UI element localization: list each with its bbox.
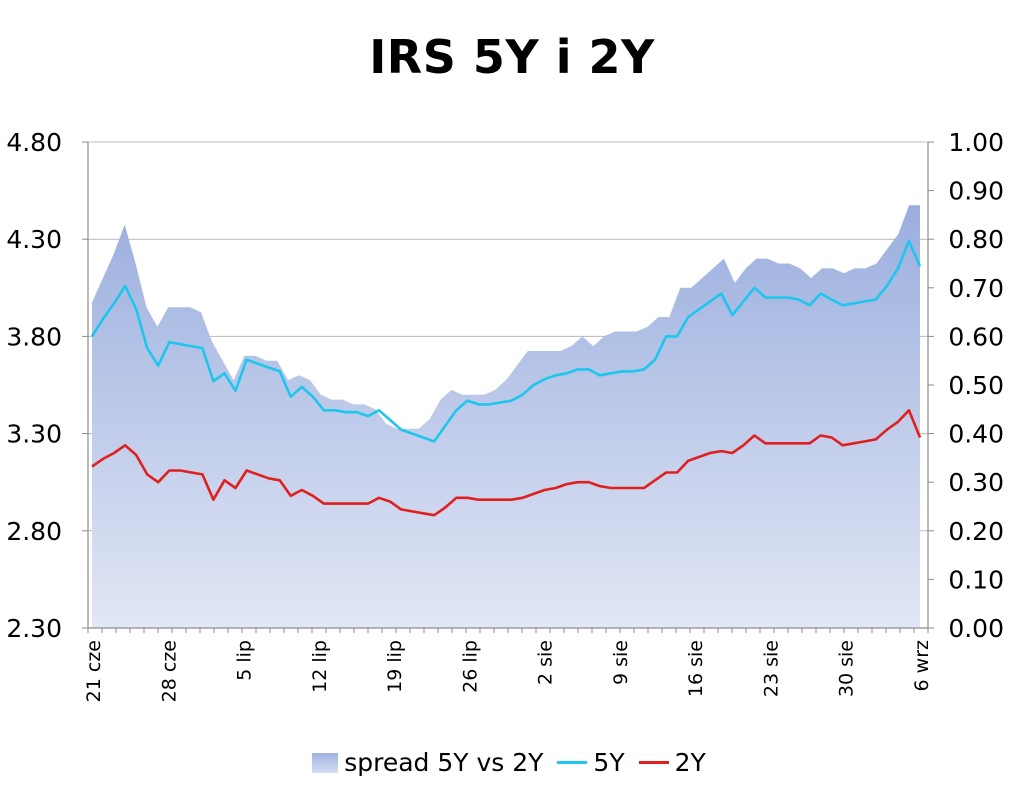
right-tick-label: 0.30 [948,468,1004,497]
x-tick-label: 19 lip [384,640,406,693]
chart-title: IRS 5Y i 2Y [369,30,655,84]
series-line-2y [91,408,922,517]
spread-area-layer [92,205,920,628]
legend-item-2y: 2Y [638,748,706,777]
legend-swatch-spread [312,752,339,773]
x-tick-label: 23 sie [761,640,783,697]
left-tick-label: 3.80 [6,322,62,351]
right-tick-label: 0.60 [948,322,1004,351]
legend-label-5y: 5Y [593,748,625,777]
legend-item-5y: 5Y [557,748,625,777]
right-tick-label: 0.70 [948,274,1004,303]
x-tick-label: 26 lip [459,640,481,693]
legend-swatch-5y [557,761,588,764]
x-tick-label: 5 lip [234,640,256,681]
x-tick-label: 28 cze [158,640,180,702]
right-tick-label: 0.80 [948,225,1004,254]
right-tick-label: 0.40 [948,420,1004,449]
right-tick-label: 0.00 [948,614,1004,643]
x-tick-label: 21 cze [83,640,105,702]
left-tick-label: 2.30 [6,614,62,643]
right-tick-label: 0.50 [948,371,1004,400]
right-tick-label: 0.90 [948,177,1004,206]
line-layer [90,239,922,517]
legend-swatch-2y [638,761,669,764]
legend-label-2y: 2Y [674,748,706,777]
right-tick-label: 0.10 [948,565,1004,594]
x-tick-label: 6 wrz [911,640,933,691]
series-line-5y [90,239,922,443]
right-tick-label: 1.00 [948,128,1004,157]
x-tick-label: 9 sie [610,640,632,685]
left-tick-label: 3.30 [6,420,62,449]
spread-area [92,205,920,628]
legend-item-spread: spread 5Y vs 2Y [312,748,543,777]
left-tick-label: 4.80 [6,128,62,157]
x-tick-label: 12 lip [309,640,331,693]
left-tick-label: 2.80 [6,517,62,546]
legend: spread 5Y vs 2Y 5Y 2Y [0,748,1024,777]
x-tick-label: 30 sie [836,640,858,697]
left-tick-label: 4.30 [6,225,62,254]
legend-label-spread: spread 5Y vs 2Y [344,748,544,777]
x-tick-label: 16 sie [685,640,707,697]
x-tick-label: 2 sie [535,640,557,685]
right-tick-label: 0.20 [948,517,1004,546]
axes: 4.80 4.30 3.80 3.30 2.80 2.30 1.00 0.90 0.80 0.70… [6,128,1004,702]
